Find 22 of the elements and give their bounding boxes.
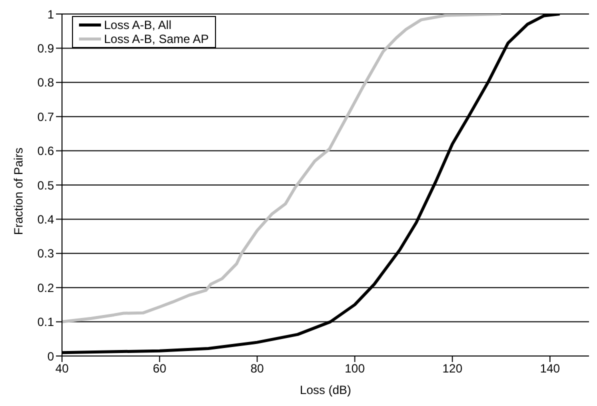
x-tick-label: 40 <box>55 362 69 376</box>
y-tick-label: 0.7 <box>37 110 54 124</box>
x-tick-label: 120 <box>442 362 463 376</box>
x-tick-label: 140 <box>540 362 560 376</box>
y-tick-label: 0.2 <box>37 280 54 295</box>
y-tick-label: 0.6 <box>37 144 54 158</box>
y-axis-title: Fraction of Pairs <box>11 148 26 235</box>
y-tick-label: 0.9 <box>37 41 54 56</box>
y-tick-label: 0.8 <box>37 76 54 90</box>
y-tick-label: 0.1 <box>37 315 54 330</box>
y-tick-label: 1 <box>47 7 54 22</box>
y-tick-label: 0 <box>47 349 54 364</box>
line-series <box>62 14 503 324</box>
y-tick-label: 0.3 <box>37 246 54 261</box>
legend-label: Loss A-B, Same AP <box>104 32 209 46</box>
legend-label: Loss A-B, All <box>104 18 172 32</box>
y-tick-label: 0.5 <box>37 178 54 192</box>
x-tick-label: 60 <box>152 362 167 376</box>
x-tick-label: 80 <box>250 362 264 376</box>
x-axis-title: Loss (dB) <box>300 383 352 397</box>
x-tick-label: 100 <box>344 362 366 376</box>
y-tick-label: 0.4 <box>37 212 54 226</box>
